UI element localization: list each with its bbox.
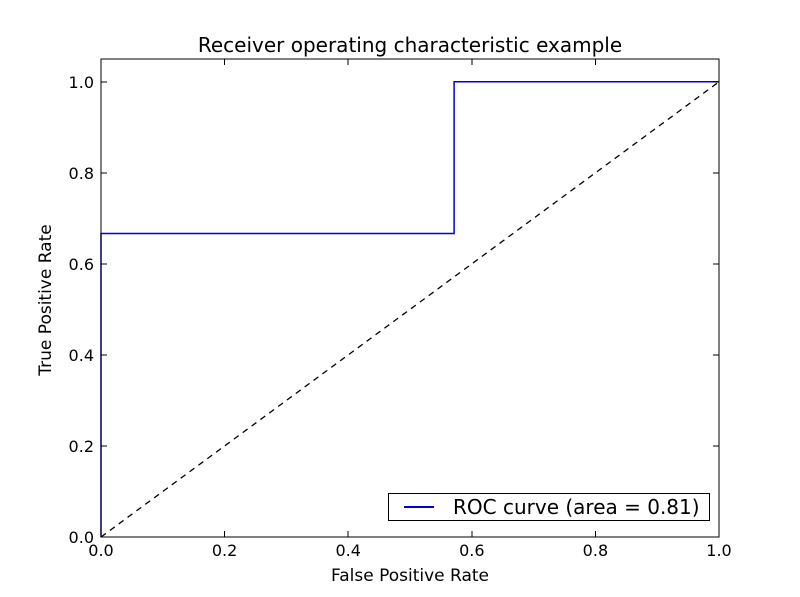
legend: ROC curve (area = 0.81)	[388, 493, 710, 521]
legend-label: ROC curve (area = 0.81)	[453, 495, 700, 519]
y-axis-label: True Positive Rate	[36, 224, 56, 376]
x-tick-label: 0.0	[88, 541, 113, 560]
y-tick-label: 0.4	[69, 346, 94, 365]
chart-title: Receiver operating characteristic exampl…	[197, 33, 623, 57]
axes-frame	[100, 58, 720, 538]
x-tick-label: 0.8	[583, 541, 608, 560]
y-tick-label: 0.2	[69, 437, 94, 456]
y-tick-label: 0.8	[69, 164, 94, 183]
x-tick-label: 1.0	[706, 541, 731, 560]
x-tick-label: 0.6	[459, 541, 484, 560]
y-tick-label: 1.0	[69, 73, 94, 92]
legend-line-sample	[404, 506, 434, 508]
x-tick-label: 0.4	[335, 541, 360, 560]
chance-diagonal-line	[100, 81, 720, 538]
y-tick-label: 0.0	[69, 528, 94, 547]
x-tick-label: 0.2	[212, 541, 237, 560]
y-tick-label: 0.6	[69, 255, 94, 274]
x-axis-label: False Positive Rate	[331, 566, 489, 586]
